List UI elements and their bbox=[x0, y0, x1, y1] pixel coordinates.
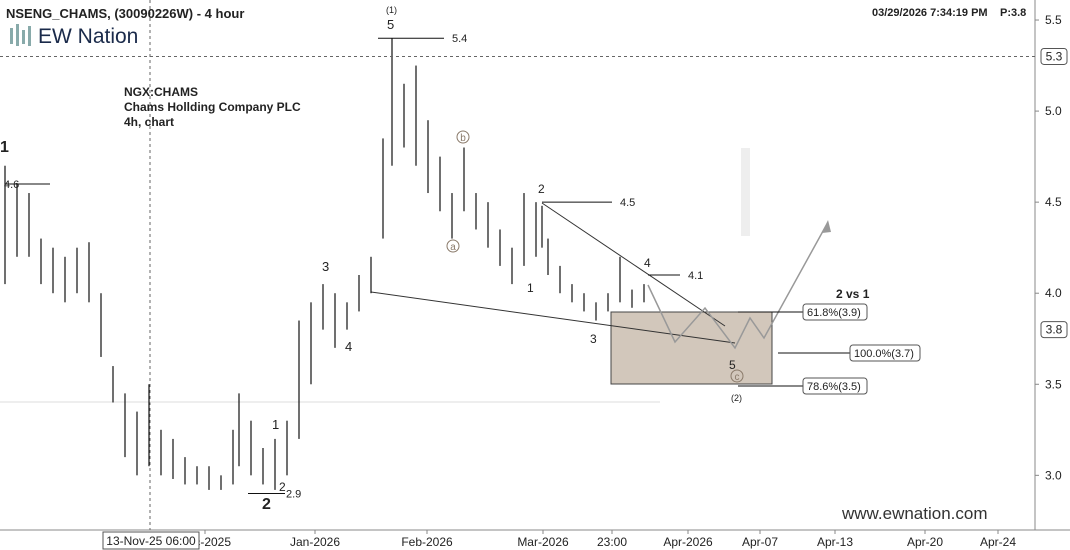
circled-label-ring bbox=[446, 239, 460, 253]
wave-label: 4 bbox=[644, 256, 651, 270]
price-marker bbox=[1040, 47, 1068, 65]
x-tick-label: Apr-24 bbox=[980, 535, 1016, 549]
info-line: 4h, chart bbox=[124, 115, 174, 129]
projection-arrow bbox=[822, 220, 831, 233]
price-bars bbox=[4, 38, 645, 490]
x-tick-label: Jan-2026 bbox=[290, 535, 340, 549]
x-tick-label: Apr-20 bbox=[907, 535, 943, 549]
level-label: 4.5 bbox=[620, 197, 635, 209]
crosshair-label: 13-Nov-25 06:00 bbox=[106, 534, 196, 548]
marker-bar bbox=[741, 148, 750, 236]
y-tick-label: 5.5 bbox=[1045, 13, 1062, 27]
y-tick-label: 3.5 bbox=[1045, 377, 1062, 391]
wave-label: 1 bbox=[272, 417, 279, 432]
logo: EW Nation bbox=[38, 25, 138, 48]
x-tick-label: Apr-13 bbox=[817, 535, 853, 549]
wave-label: 5 bbox=[387, 17, 394, 32]
x-tick-label: Feb-2026 bbox=[401, 535, 453, 549]
level-label: 4.6 bbox=[4, 179, 19, 191]
wave-label: (1) bbox=[386, 5, 397, 15]
level-label: 4.1 bbox=[688, 270, 703, 282]
y-tick-label: 4.5 bbox=[1045, 195, 1062, 209]
circled-label: a bbox=[450, 242, 456, 253]
wave-label: 2 bbox=[279, 480, 286, 494]
x-tick-label: Apr-2026 bbox=[663, 535, 713, 549]
wave-label: 5 bbox=[729, 358, 736, 372]
level-label: 5.4 bbox=[452, 33, 467, 45]
wave-label: 2 bbox=[538, 182, 545, 196]
circled-label: b bbox=[460, 133, 466, 144]
fib-box bbox=[802, 303, 868, 321]
wave-label: 3 bbox=[322, 259, 329, 274]
fib-label: 100.0%(3.7) bbox=[854, 348, 914, 360]
annotations: 1 2 1 2 3 4 (1) 5 1 2 3 4 5 (2) a b c 61.8%(3.9) 100.0%(3.… bbox=[0, 5, 921, 513]
symbol-title: NSENG_CHAMS, (30090226W) - 4 hour bbox=[6, 6, 244, 21]
timestamp: 03/29/2026 7:34:19 PM bbox=[872, 7, 988, 19]
wave-label: 1 bbox=[527, 281, 534, 295]
wave-label: 2 bbox=[262, 496, 271, 513]
wave-label: (2) bbox=[731, 393, 742, 403]
price-marker bbox=[1040, 321, 1068, 339]
fib-box bbox=[802, 377, 868, 395]
price-marker-label: 5.3 bbox=[1046, 49, 1063, 63]
y-tick-label: 3.0 bbox=[1045, 468, 1062, 482]
wave-label: 4 bbox=[345, 339, 352, 354]
crosshair-box bbox=[102, 531, 200, 550]
circled-label-ring bbox=[456, 130, 470, 144]
fib-box bbox=[849, 344, 921, 362]
x-tick-label: Apr-07 bbox=[742, 535, 778, 549]
watermark: www.ewnation.com bbox=[841, 504, 988, 523]
wave-label: 1 bbox=[0, 139, 9, 156]
info-line: Chams Hollding Company PLC bbox=[124, 100, 301, 114]
zone-title: 2 vs 1 bbox=[836, 287, 870, 301]
price-marker-label: 3.8 bbox=[1046, 323, 1063, 337]
header-price: P:3.8 bbox=[1000, 7, 1026, 19]
wave-label: 3 bbox=[590, 332, 597, 346]
x-tick-label: 23:00 bbox=[597, 535, 627, 549]
logo-icon bbox=[10, 24, 31, 46]
circled-label: c bbox=[735, 372, 740, 383]
fib-label: 78.6%(3.5) bbox=[807, 381, 861, 393]
trendline bbox=[541, 202, 726, 327]
x-tick-label: Mar-2026 bbox=[517, 535, 569, 549]
y-tick-label: 5.0 bbox=[1045, 104, 1062, 118]
trendline bbox=[370, 291, 736, 344]
circled-label-ring bbox=[730, 369, 744, 383]
y-tick-label: 4.0 bbox=[1045, 286, 1062, 300]
target-zone bbox=[610, 311, 773, 385]
projection-path bbox=[647, 221, 829, 350]
level-label: 2.9 bbox=[286, 489, 301, 501]
fib-label: 61.8%(3.9) bbox=[807, 307, 861, 319]
info-line: NGX:CHAMS bbox=[124, 85, 198, 99]
